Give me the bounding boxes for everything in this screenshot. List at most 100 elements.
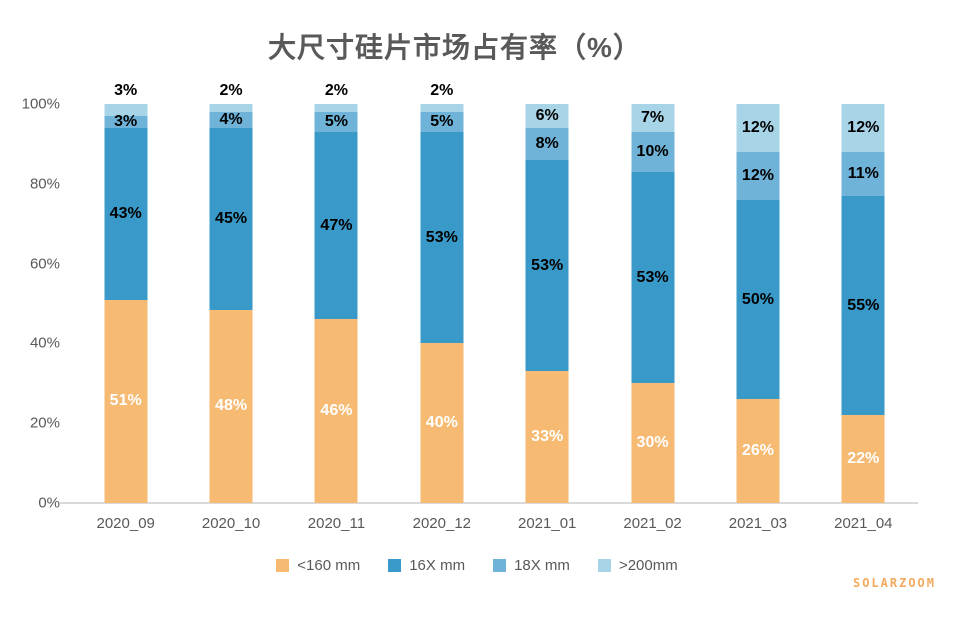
segment-label: 26%	[741, 442, 774, 460]
bar-segment	[420, 104, 464, 112]
segment-label: 5%	[430, 112, 454, 130]
x-axis-label: 2021_04	[834, 515, 893, 532]
segment-label: 30%	[636, 434, 669, 452]
bar-segment: 26%	[736, 399, 780, 503]
segment-label: 53%	[425, 228, 458, 246]
bar-stack: 40% 53% 5% 2%	[420, 82, 464, 503]
segment-label: 6%	[535, 106, 559, 124]
bar-segment: 53%	[420, 131, 464, 344]
bar-stack: 22% 55% 11% 12%	[841, 104, 885, 503]
bar-stack: 33% 53% 8% 6%	[525, 104, 569, 503]
chart-title: 大尺寸硅片市场占有率（%）	[268, 32, 642, 63]
bar-segment: 40%	[420, 343, 464, 503]
segment-label: 2%	[324, 82, 348, 99]
segment-label: 2%	[219, 82, 243, 99]
bar-segment: 47%	[314, 131, 358, 320]
segment-label: 43%	[109, 204, 142, 222]
legend-label: 18X mm	[514, 557, 570, 574]
bar-segment: 55%	[841, 195, 885, 416]
bar-segment: 8%	[525, 127, 569, 160]
bar-column-2020_12: 40% 53% 5% 2%	[389, 82, 494, 503]
bar-segment: 7%	[631, 104, 675, 132]
bar-column-2021_03: 26% 50% 12% 12%	[705, 104, 810, 503]
x-axis-label: 2020_12	[412, 515, 472, 532]
bar-stack: 51% 43% 3% 3%	[104, 82, 148, 503]
x-axis-label: 2021_02	[623, 515, 682, 532]
bar-segment: 3%	[104, 112, 148, 130]
legend-swatch	[388, 559, 402, 572]
segment-label: 12%	[741, 166, 774, 184]
segment-label: 47%	[320, 216, 353, 234]
segment-label: 40%	[425, 414, 458, 432]
bar-segment: 12%	[736, 104, 780, 152]
bar-segment: 12%	[736, 151, 780, 200]
bar-segment: 11%	[841, 151, 885, 196]
segment-label: 2%	[430, 82, 454, 99]
bar-segment: 46%	[314, 319, 358, 503]
bar-segment: 22%	[841, 415, 885, 503]
legend-swatch	[597, 559, 611, 572]
bar-segment	[314, 104, 358, 112]
bar-stack: 46% 47% 5% 2%	[314, 82, 358, 503]
bar-stack: 26% 50% 12% 12%	[736, 104, 780, 503]
bar-segment: 53%	[525, 159, 569, 372]
y-axis-tick-label: 0%	[38, 494, 60, 512]
x-axis: 2020_09 2020_10 2020_11 2020_12 2021_01 2021_…	[73, 515, 916, 532]
x-axis-label: 2020_09	[96, 515, 155, 532]
segment-label: 7%	[641, 108, 665, 126]
bar-segment: 51%	[104, 299, 148, 503]
segment-label: 12%	[847, 118, 880, 136]
y-axis-tick-label: 100%	[21, 95, 60, 113]
y-axis-tick-label: 60%	[29, 255, 60, 273]
segment-label: 48%	[215, 397, 248, 415]
legend-item: 16X mm	[388, 557, 465, 574]
segment-label: 11%	[847, 164, 879, 182]
y-axis-tick-label: 80%	[29, 175, 60, 193]
bar-segment: 12%	[841, 104, 885, 152]
bar-column-2020_11: 46% 47% 5% 2%	[284, 82, 389, 503]
segment-label: 4%	[219, 111, 243, 129]
segment-label: 3%	[114, 82, 138, 99]
bar-column-2021_02: 30% 53% 10% 7%	[600, 104, 705, 503]
legend-item: 18X mm	[493, 557, 570, 574]
bar-segment	[104, 104, 148, 116]
y-axis-tick-label: 20%	[29, 414, 60, 432]
segment-label: 51%	[109, 392, 142, 410]
x-axis-label: 2020_10	[201, 515, 261, 532]
segment-label: 10%	[636, 142, 669, 160]
segment-label: 33%	[531, 428, 564, 446]
bar-segment: 30%	[631, 383, 675, 503]
segment-label: 50%	[741, 290, 774, 308]
legend-item: <160 mm	[276, 557, 360, 574]
bar-segment: 43%	[104, 127, 148, 300]
segment-label: 53%	[531, 256, 564, 274]
bar-segment: 33%	[525, 371, 569, 503]
segment-label: 53%	[636, 268, 669, 286]
plot-bars: 51% 43% 3% 3% 48% 45% 4% 2% 46% 47% 5% 2% 40% 53% 5% 2%…	[73, 82, 916, 503]
bar-segment: 5%	[314, 112, 358, 132]
legend-label: 16X mm	[409, 557, 466, 574]
legend-label: >200mm	[618, 557, 678, 574]
legend-item: >200mm	[597, 557, 678, 574]
legend-label: <160 mm	[297, 557, 361, 574]
y-axis: 0% 20% 40% 60% 80% 100%	[0, 96, 60, 512]
bar-stack: 48% 45% 4% 2%	[209, 82, 253, 503]
segment-label: 46%	[320, 402, 353, 420]
segment-label: 5%	[324, 112, 348, 130]
bar-segment: 10%	[631, 131, 675, 172]
legend: <160 mm 16X mm 18X mm >200mm	[0, 557, 954, 574]
segment-label: 8%	[535, 134, 559, 152]
x-axis-label: 2020_11	[307, 515, 366, 532]
y-axis-tick-label: 40%	[29, 334, 60, 352]
segment-label: 12%	[741, 118, 774, 136]
bar-column-2020_09: 51% 43% 3% 3%	[73, 82, 178, 503]
x-axis-label: 2021_03	[728, 515, 788, 532]
x-axis-label: 2021_01	[517, 515, 577, 532]
bar-stack: 30% 53% 10% 7%	[631, 104, 675, 503]
segment-label: 3%	[114, 112, 138, 130]
bar-segment: 53%	[631, 171, 675, 384]
bar-column-2021_04: 22% 55% 11% 12%	[811, 104, 916, 503]
bar-segment: 50%	[736, 199, 780, 400]
bar-column-2020_10: 48% 45% 4% 2%	[178, 82, 283, 503]
legend-swatch	[493, 559, 507, 572]
